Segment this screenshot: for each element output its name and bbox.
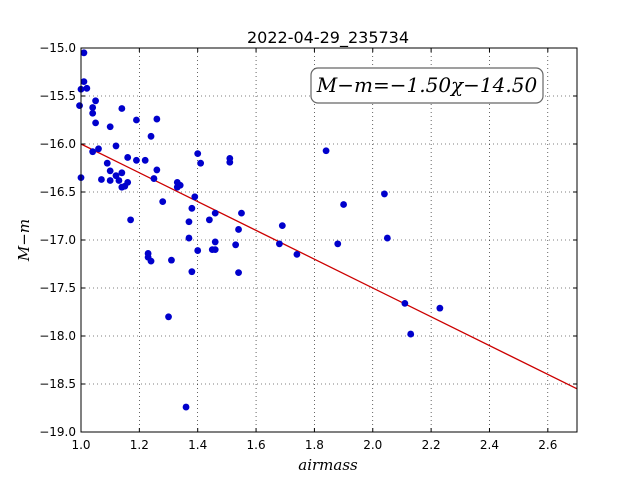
data-point: [127, 216, 134, 224]
data-point: [80, 49, 88, 57]
data-point: [159, 198, 167, 206]
data-point: [141, 156, 149, 164]
data-point: [188, 268, 196, 276]
data-point: [211, 209, 219, 217]
x-tick-label: 1.8: [305, 438, 324, 452]
data-point: [194, 247, 202, 254]
fit-annotation-text: M−m=−1.50χ−14.50: [316, 73, 538, 97]
data-point: [153, 115, 161, 123]
y-tick-label: −16.5: [39, 185, 76, 199]
data-point: [80, 78, 88, 85]
data-point: [436, 304, 444, 312]
data-point: [106, 167, 114, 175]
x-tick-labels: 1.0 1.2 1.4 1.6 1.8 2.0 2.2 2.4 2.6: [71, 438, 557, 452]
data-point: [205, 216, 213, 224]
data-point: [133, 116, 140, 124]
data-point: [278, 222, 286, 230]
data-point: [168, 256, 175, 264]
fit-annotation: M−m=−1.50χ−14.50: [310, 67, 544, 104]
x-tick-label: 1.4: [188, 438, 207, 452]
data-point: [153, 166, 161, 174]
data-point: [89, 104, 97, 111]
data-point: [238, 209, 245, 217]
x-tick-label: 2.2: [422, 438, 441, 452]
y-tick-label: −17.0: [39, 233, 76, 247]
data-point: [211, 238, 219, 246]
data-point: [106, 123, 114, 131]
data-point: [106, 177, 114, 184]
data-point: [89, 109, 97, 117]
axis-ticks: [80, 47, 577, 433]
data-point: [232, 241, 240, 249]
data-point: [191, 193, 199, 201]
data-point: [340, 201, 347, 208]
x-axis-label: airmass: [298, 456, 358, 474]
y-axis-label: M−m: [15, 219, 33, 262]
x-tick-label: 2.6: [538, 438, 557, 452]
y-tick-label: −15.5: [39, 89, 76, 103]
data-point: [147, 132, 155, 140]
x-tick-label: 1.2: [130, 438, 149, 452]
x-tick-label: 1.0: [71, 438, 90, 452]
data-point: [293, 251, 301, 258]
data-point: [226, 158, 234, 166]
x-tick-label: 2.4: [480, 438, 499, 452]
data-point: [185, 218, 193, 226]
y-tick-label: −16.0: [39, 137, 76, 151]
data-point: [76, 102, 83, 109]
data-point: [165, 313, 172, 321]
data-point: [176, 181, 184, 189]
data-point: [95, 145, 102, 153]
data-point: [185, 234, 193, 242]
data-point: [188, 204, 196, 212]
data-point: [118, 105, 126, 112]
scatter-points: [76, 49, 444, 411]
data-point: [115, 177, 123, 184]
data-point: [124, 154, 132, 161]
data-point: [98, 176, 105, 183]
data-point: [401, 299, 409, 307]
fit-line-group: [80, 143, 578, 390]
y-tick-label: −15.0: [39, 41, 76, 55]
data-point: [407, 330, 415, 338]
data-point: [147, 257, 155, 265]
grid: [81, 48, 577, 432]
data-point: [112, 142, 120, 150]
chart-title: 2022-04-29_235734: [247, 28, 409, 48]
data-point: [133, 156, 140, 164]
data-point: [334, 240, 342, 248]
x-tick-label: 1.6: [247, 438, 266, 452]
data-point: [197, 159, 205, 167]
fit-line: [80, 143, 578, 390]
fit-annotation-box: [310, 67, 544, 104]
x-tick-label: 2.0: [363, 438, 382, 452]
data-point: [103, 159, 111, 167]
data-point: [322, 147, 330, 155]
data-point: [92, 97, 99, 105]
y-tick-label: −18.5: [39, 377, 76, 391]
data-point: [194, 150, 202, 158]
data-point: [211, 246, 219, 254]
y-tick-label: −17.5: [39, 281, 76, 295]
data-point: [124, 179, 132, 186]
y-tick-label: −18.0: [39, 329, 76, 343]
data-point: [89, 148, 97, 156]
data-point: [381, 190, 388, 198]
data-point: [118, 169, 126, 177]
y-tick-label: −19.0: [39, 425, 76, 439]
data-point: [235, 226, 242, 233]
data-point: [182, 403, 190, 411]
data-point: [383, 234, 391, 242]
data-point: [92, 119, 99, 127]
data-point: [276, 240, 283, 248]
data-point: [235, 269, 242, 277]
data-point: [83, 84, 91, 92]
y-tick-labels: −15.0 −15.5 −16.0 −16.5 −17.0 −17.5 −18.0 −18.5…: [39, 41, 76, 439]
data-point: [150, 175, 158, 182]
